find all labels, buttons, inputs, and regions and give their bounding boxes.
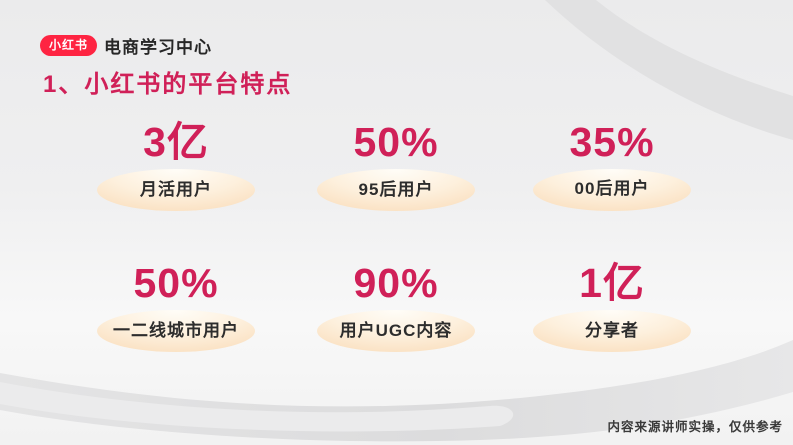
decorative-swoosh-highlight — [0, 382, 514, 432]
stat-post95-users: 50% 95后用户 — [288, 119, 504, 212]
stat-label: 用户UGC内容 — [339, 321, 453, 341]
stat-pill: 分享者 — [533, 310, 691, 353]
xiaohongshu-logo-badge: 小红书 — [40, 34, 98, 57]
stat-label: 一二线城市用户 — [113, 321, 239, 341]
stat-label: 00后用户 — [574, 179, 650, 199]
stat-pill: 月活用户 — [97, 169, 255, 212]
stats-grid: 3亿 月活用户 50% 95后用户 35% 00后用户 50% 一二线城市用户 … — [64, 119, 720, 353]
stat-value: 1亿 — [579, 260, 645, 307]
stat-ugc-content: 90% 用户UGC内容 — [288, 260, 504, 353]
disclaimer-text: 内容来源讲师实操，仅供参考 — [607, 420, 783, 434]
stat-value: 3亿 — [143, 119, 209, 165]
decorative-swoosh-top-right — [545, 0, 793, 140]
stat-value: 50% — [133, 260, 219, 307]
stat-label: 95后用户 — [358, 180, 434, 200]
stat-pill: 一二线城市用户 — [97, 310, 255, 353]
stat-monthly-active-users: 3亿 月活用户 — [64, 119, 288, 212]
learning-center-title: 电商学习中心 — [104, 38, 213, 57]
stat-pill: 95后用户 — [317, 169, 475, 212]
stat-post00-users: 35% 00后用户 — [504, 119, 720, 212]
stat-pill: 00后用户 — [533, 169, 691, 212]
stat-label: 分享者 — [585, 321, 639, 341]
stat-sharers: 1亿 分享者 — [504, 260, 720, 353]
stat-value: 35% — [569, 119, 655, 165]
stat-label: 月活用户 — [140, 180, 212, 200]
stat-pill: 用户UGC内容 — [317, 310, 475, 353]
stat-value: 50% — [353, 119, 439, 165]
stat-tier12-city-users: 50% 一二线城市用户 — [64, 260, 288, 353]
page-title: 1、小红书的平台特点 — [43, 71, 293, 98]
header: 小红书 电商学习中心 — [40, 33, 212, 58]
stat-value: 90% — [353, 260, 439, 307]
